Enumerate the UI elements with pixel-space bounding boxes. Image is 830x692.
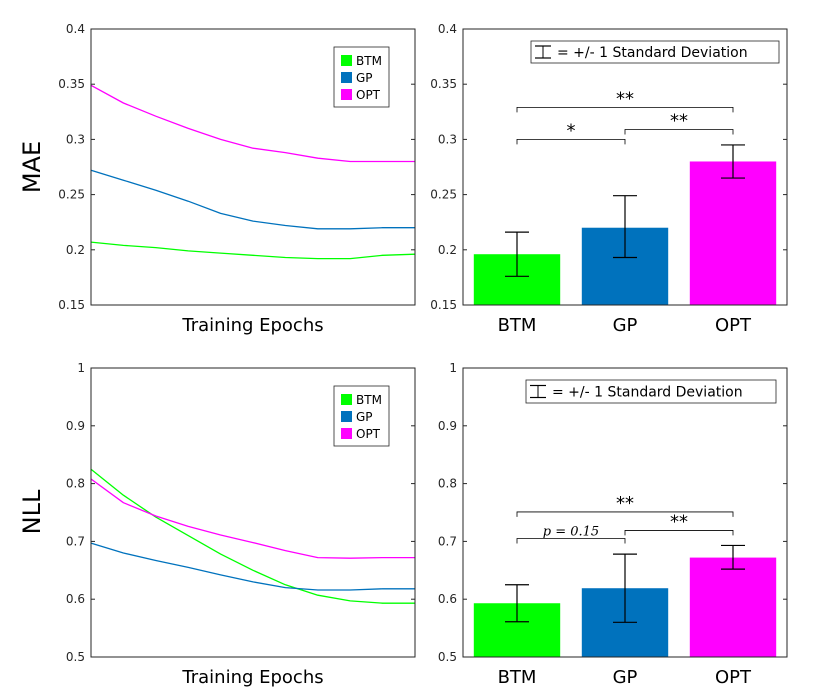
y-tick-label: 0.5 (438, 650, 457, 664)
y-tick-label: 1 (77, 361, 85, 375)
y-tick-label: 0.25 (430, 188, 457, 202)
significance-label: ** (616, 88, 634, 109)
bar-opt (689, 161, 777, 305)
legend-swatch-btm (341, 55, 352, 66)
y-tick-label: 0.9 (66, 419, 85, 433)
significance-bracket (624, 530, 734, 536)
legend-label-opt: OPT (356, 88, 381, 102)
sd-legend-text: = +/- 1 Standard Deviation (552, 385, 743, 401)
series-line-opt (90, 478, 415, 559)
category-label-btm: BTM (498, 667, 537, 688)
y-tick-label: 0.6 (66, 592, 85, 606)
y-tick-label: 0.8 (66, 477, 85, 491)
legend-swatch-btm (341, 394, 352, 405)
axes-frame (90, 28, 416, 306)
y-tick-label: 0.7 (438, 534, 457, 548)
significance-bracket (516, 538, 626, 544)
y-tick-label: 0.8 (438, 477, 457, 491)
significance-bracket (624, 129, 734, 135)
significance-label: ** (670, 511, 688, 532)
y-tick-label: 0.9 (438, 419, 457, 433)
y-tick-label: 0.4 (66, 22, 85, 36)
sd-legend-box (530, 40, 780, 64)
significance-bracket (516, 139, 626, 145)
y-tick-label: 0.3 (66, 132, 85, 146)
y-tick-label: 0.25 (58, 188, 85, 202)
category-label-gp: GP (613, 315, 638, 336)
y-tick-label: 0.15 (58, 298, 85, 312)
significance-label: ** (670, 110, 688, 131)
y-tick-label: 1 (449, 361, 457, 375)
axes-frame (462, 28, 788, 306)
axes-frame (462, 367, 788, 658)
sd-legend-text: = +/- 1 Standard Deviation (557, 45, 748, 61)
significance-label: * (567, 120, 576, 141)
legend-swatch-gp (341, 411, 352, 422)
y-tick-label: 0.35 (58, 77, 85, 91)
axes-frame (90, 367, 416, 658)
significance-label: ** (616, 493, 634, 514)
legend-label-gp: GP (356, 410, 373, 424)
y-axis-label: MAE (18, 141, 46, 193)
series-line-gp (90, 542, 415, 591)
significance-bracket (516, 511, 734, 517)
x-axis-label: Training Epochs (181, 667, 323, 688)
y-tick-label: 0.2 (66, 243, 85, 257)
y-tick-label: 0.6 (438, 592, 457, 606)
bar-opt (689, 557, 777, 657)
significance-label: p = 0.15 (543, 525, 599, 540)
legend-label-opt: OPT (356, 427, 381, 441)
y-tick-label: 0.2 (438, 243, 457, 257)
category-label-gp: GP (613, 667, 638, 688)
nll_line-panel: 0.5 0.6 0.7 0.8 0.9 1 BTM GP OPT Training Epochs N… (18, 361, 416, 688)
y-axis-label: NLL (18, 489, 46, 534)
legend-label-btm: BTM (356, 54, 382, 68)
series-line-btm (90, 468, 415, 604)
nll_bar-panel: 0.5 0.6 0.7 0.8 0.9 1 BTM GP OPT p = 0.15 ** ** = +/… (438, 361, 788, 688)
category-label-opt: OPT (715, 667, 752, 688)
category-label-btm: BTM (498, 315, 537, 336)
y-tick-label: 0.15 (430, 298, 457, 312)
y-tick-label: 0.4 (438, 22, 457, 36)
x-axis-label: Training Epochs (181, 315, 323, 336)
legend-swatch-opt (341, 89, 352, 100)
legend-label-btm: BTM (356, 393, 382, 407)
significance-bracket (516, 106, 734, 113)
y-tick-label: 0.7 (66, 534, 85, 548)
y-tick-label: 0.3 (438, 132, 457, 146)
sd-legend-box (525, 379, 777, 404)
series-line-opt (90, 84, 415, 163)
y-tick-label: 0.35 (430, 77, 457, 91)
category-label-opt: OPT (715, 315, 752, 336)
series-line-btm (90, 241, 416, 260)
y-tick-label: 0.5 (66, 650, 85, 664)
mae_line-panel: 0.15 0.2 0.25 0.3 0.35 0.4 BTM GP OPT Training Ep… (18, 22, 416, 336)
legend-swatch-gp (341, 72, 352, 83)
series-line-gp (90, 169, 415, 230)
legend-label-gp: GP (356, 71, 373, 85)
legend-swatch-opt (341, 428, 352, 439)
